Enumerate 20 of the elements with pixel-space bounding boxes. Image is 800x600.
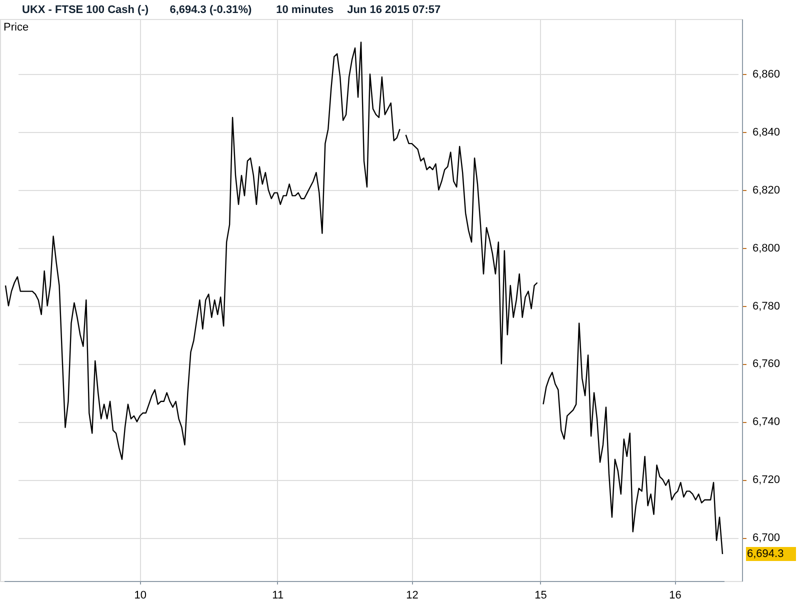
y-tick-label: 6,760 xyxy=(752,358,780,370)
x-tick-label: 16 xyxy=(669,590,682,600)
y-tick-label: 6,700 xyxy=(752,532,780,544)
text: 10 minutes xyxy=(276,4,334,16)
y-tick-label: 6,840 xyxy=(752,126,780,138)
y-tick-label: 6,720 xyxy=(752,474,780,486)
x-tick-label: 12 xyxy=(406,590,418,600)
text: 6,694.3 xyxy=(747,548,784,560)
x-tick-label: 11 xyxy=(272,590,284,600)
y-tick-label: 6,820 xyxy=(752,184,780,196)
y-tick-label: 6,800 xyxy=(752,242,780,254)
x-tick-label: 10 xyxy=(134,590,147,600)
y-tick-label: 6,740 xyxy=(752,416,780,428)
x-tick-label: 15 xyxy=(534,590,547,600)
y-tick-label: 6,860 xyxy=(752,68,780,81)
y-axis-title: Price xyxy=(4,22,29,34)
chart-title: UKX - FTSE 100 Cash (-) xyxy=(22,4,149,16)
text: Jun 16 2015 07:57 xyxy=(347,4,441,16)
y-tick-label: 6,780 xyxy=(752,300,780,312)
text: 6,694.3 (-0.31%) xyxy=(170,4,252,16)
